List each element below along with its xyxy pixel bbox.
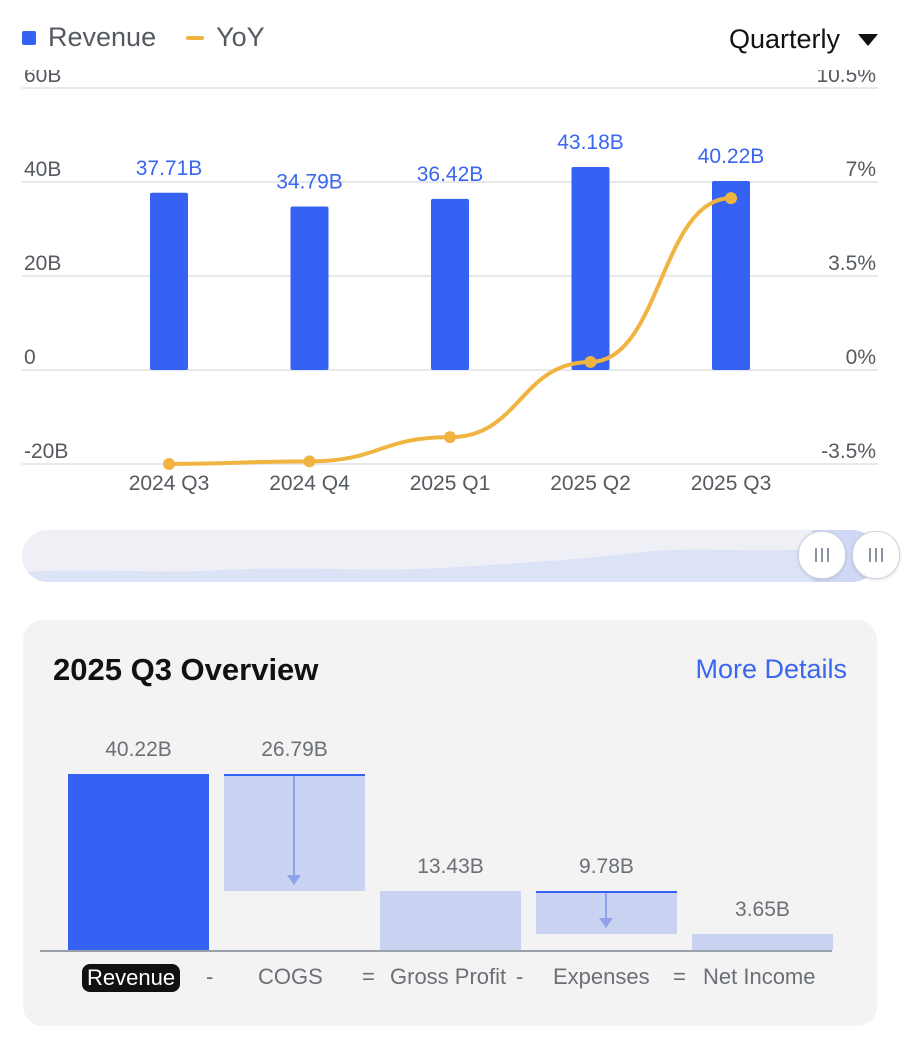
waterfall-value-label: 26.79B — [261, 738, 328, 761]
revenue-bar — [571, 167, 610, 370]
x-tick-label: 2024 Q3 — [129, 472, 210, 495]
grip-icon — [867, 548, 885, 562]
revenue-chart: 60B 10.5% 40B 7% 20B 3.5% 0 0% -20B -3.5% 37.71B 20… — [22, 70, 878, 495]
waterfall-label-expenses[interactable]: Expenses — [553, 964, 650, 989]
range-slider-track[interactable] — [22, 530, 878, 582]
revenue-bar — [431, 198, 469, 370]
waterfall-bar-gross-profit[interactable] — [380, 891, 521, 950]
bar-value-label: 40.22B — [698, 145, 765, 168]
yoy-point — [444, 431, 456, 444]
period-dropdown[interactable]: Quarterly — [729, 24, 878, 55]
waterfall-operator: = — [362, 964, 375, 989]
y-right-tick-label: 3.5% — [828, 252, 876, 275]
legend-yoy[interactable]: YoY — [186, 22, 265, 53]
grip-icon — [813, 548, 831, 562]
y-left-tick-label: 0 — [24, 346, 36, 369]
arrow-head — [599, 918, 613, 928]
yoy-point — [584, 355, 597, 368]
arrow-down-icon — [287, 776, 301, 886]
waterfall-operator: - — [516, 964, 524, 989]
yoy-line — [167, 196, 733, 466]
legend-yoy-swatch — [186, 35, 205, 40]
overview-title: 2025 Q3 Overview — [53, 652, 319, 687]
waterfall-bar-expenses[interactable] — [536, 891, 677, 934]
y-left-tick-label: 60B — [24, 70, 61, 87]
period-dropdown-value: Quarterly — [728, 24, 840, 54]
chart-legend: Revenue YoY — [22, 22, 295, 53]
revenue-bar — [712, 180, 750, 370]
waterfall-bar-revenue[interactable] — [68, 774, 209, 950]
waterfall-value-label: 13.43B — [417, 855, 484, 879]
yoy-point — [163, 458, 175, 470]
x-tick-label: 2025 Q2 — [550, 472, 631, 495]
legend-yoy-label: YoY — [216, 22, 265, 52]
legend-revenue-swatch — [22, 30, 36, 45]
more-details-link[interactable]: More Details — [695, 654, 847, 684]
bar-value-label: 43.18B — [557, 131, 624, 154]
range-slider-preview — [22, 530, 878, 582]
x-tick-label: 2025 Q1 — [410, 472, 491, 495]
range-slider-handle-left[interactable] — [798, 531, 846, 579]
bar-value-label: 34.79B — [276, 170, 343, 193]
y-left-tick-label: 40B — [24, 158, 61, 181]
y-right-tick-label: 0% — [846, 346, 876, 369]
caret-down-icon — [858, 33, 878, 46]
waterfall-label-net-income[interactable]: Net Income — [703, 964, 816, 989]
arrow-head — [287, 875, 301, 886]
y-right-tick-label: 10.5% — [816, 70, 876, 87]
waterfall-label-cogs[interactable]: COGS — [258, 964, 323, 989]
revenue-bar — [290, 206, 329, 370]
legend-revenue-label: Revenue — [48, 22, 157, 52]
range-slider-handle-right[interactable] — [852, 531, 900, 579]
y-right-tick-label: 7% — [846, 158, 876, 181]
waterfall-operator: = — [673, 964, 686, 989]
y-right-tick-label: -3.5% — [821, 440, 876, 463]
waterfall-value-label: 40.22B — [105, 738, 172, 761]
yoy-point — [303, 455, 316, 468]
x-tick-label: 2025 Q3 — [691, 472, 772, 495]
waterfall-value-label: 3.65B — [735, 898, 790, 922]
x-tick-label: 2024 Q4 — [269, 472, 350, 495]
waterfall-bar-net-income[interactable] — [692, 934, 833, 950]
bar-value-label: 37.71B — [136, 157, 203, 180]
yoy-point — [725, 192, 737, 205]
y-left-tick-label: 20B — [24, 252, 61, 275]
waterfall-bar-cogs[interactable] — [224, 774, 365, 892]
bar-value-label: 36.42B — [417, 163, 484, 186]
y-left-tick-label: -20B — [24, 440, 68, 463]
waterfall-operator: - — [206, 964, 214, 989]
waterfall-label-revenue[interactable]: Revenue — [82, 964, 181, 992]
waterfall-baseline — [40, 950, 832, 952]
legend-revenue[interactable]: Revenue — [22, 22, 156, 53]
arrow-down-icon — [599, 893, 613, 928]
revenue-bar — [150, 192, 188, 370]
waterfall-label-gross-profit[interactable]: Gross Profit — [390, 964, 507, 989]
waterfall-value-label: 9.78B — [579, 855, 634, 879]
overview-card: 2025 Q3 Overview More Details — [23, 620, 877, 1026]
